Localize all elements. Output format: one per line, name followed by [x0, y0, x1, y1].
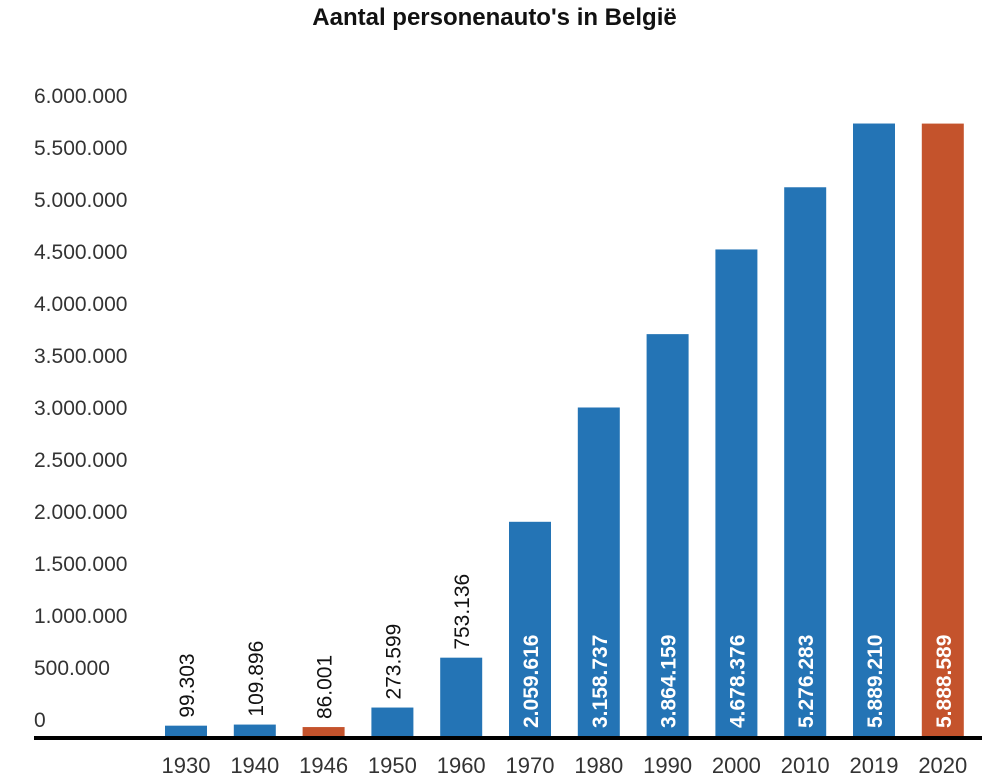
bar [233, 724, 276, 736]
bar [784, 187, 827, 736]
chart-title: Aantal personenauto's in België [312, 4, 677, 31]
x-tick-label: 1960 [437, 753, 486, 778]
x-tick-label: 1950 [368, 753, 417, 778]
bar [302, 727, 345, 736]
y-tick-label: 5.000.000 [34, 189, 127, 212]
data-label: 5.888.589 [933, 635, 956, 728]
y-tick-label: 5.500.000 [34, 137, 127, 160]
y-tick-label: 500.000 [34, 657, 110, 680]
data-label: 3.864.159 [658, 635, 681, 728]
x-tick-label: 1980 [574, 753, 623, 778]
y-tick-label: 3.000.000 [34, 397, 127, 420]
x-tick-label: 2000 [712, 753, 761, 778]
bar [165, 725, 207, 736]
y-tick-label: 4.000.000 [34, 293, 127, 316]
bar [853, 123, 895, 737]
x-tick-label: 2019 [850, 753, 899, 778]
x-tick-label: 1930 [162, 753, 211, 778]
y-tick-label: 1.000.000 [34, 605, 127, 628]
y-tick-label: 0 [34, 709, 46, 732]
data-label: 4.678.376 [726, 635, 749, 728]
y-tick-label: 2.000.000 [34, 501, 127, 524]
y-tick-label: 3.500.000 [34, 345, 127, 368]
bar [371, 707, 414, 736]
x-tick-label: 1970 [506, 753, 555, 778]
y-tick-label: 2.500.000 [34, 449, 127, 472]
y-tick-label: 4.500.000 [34, 241, 127, 264]
data-label: 5.276.283 [795, 635, 818, 728]
bar [509, 521, 551, 736]
bar [715, 249, 758, 736]
data-label: 99.303 [176, 653, 199, 717]
bar [921, 123, 964, 737]
data-label: 2.059.616 [520, 635, 543, 728]
x-tick-label: 2010 [781, 753, 830, 778]
y-tick-label: 1.500.000 [34, 553, 127, 576]
bar [440, 657, 483, 736]
x-tick-label: 1940 [230, 753, 279, 778]
data-label: 109.896 [245, 641, 268, 717]
bar [577, 407, 620, 736]
data-label: 273.599 [382, 624, 405, 700]
data-label: 5.889.210 [864, 635, 887, 728]
x-tick-label: 1990 [643, 753, 692, 778]
data-label: 3.158.737 [589, 635, 612, 728]
data-label: 86.001 [314, 655, 337, 719]
bar [646, 334, 689, 736]
y-tick-label: 6.000.000 [34, 85, 127, 108]
data-label: 753.136 [451, 574, 474, 650]
x-tick-label: 1946 [299, 753, 348, 778]
x-tick-label: 2020 [918, 753, 967, 778]
